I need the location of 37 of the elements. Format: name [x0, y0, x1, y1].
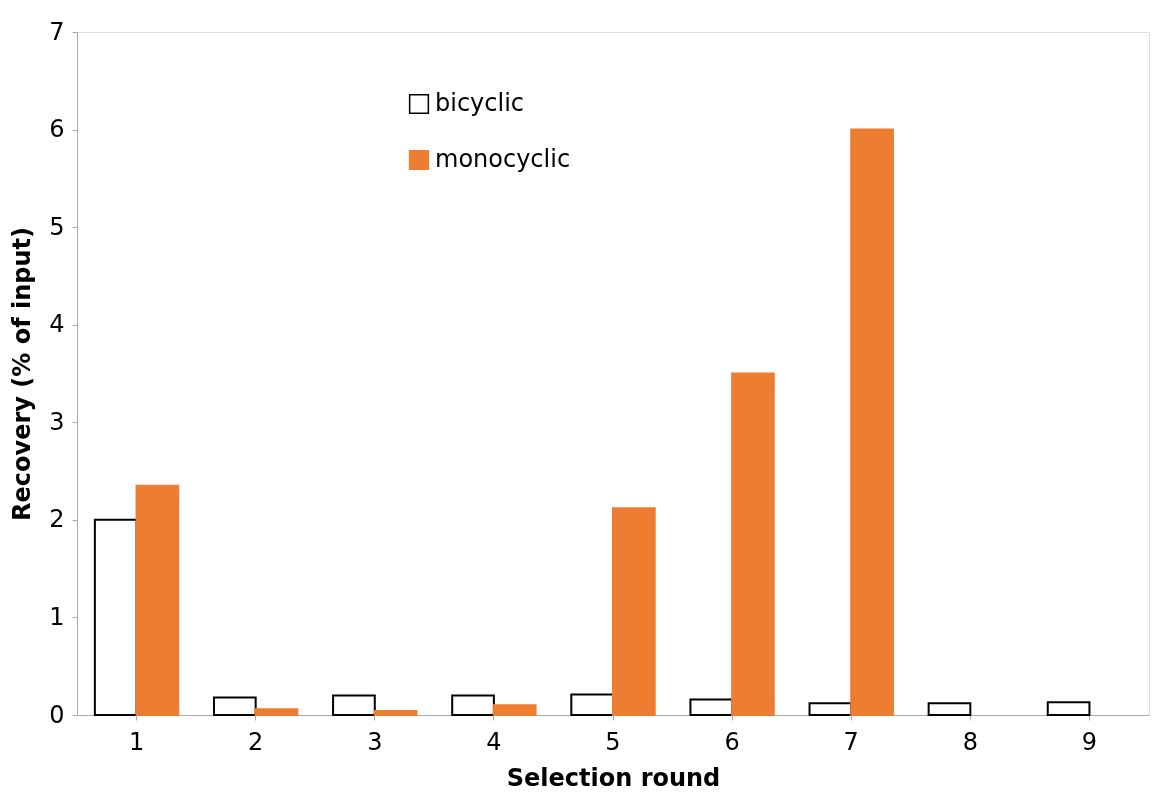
x-tick-label: 8	[962, 727, 978, 756]
x-axis-title: Selection round	[506, 763, 721, 792]
bar	[492, 704, 537, 716]
x-tick-label: 5	[605, 727, 621, 756]
x-tick-label: 9	[1081, 727, 1098, 756]
x-tick-label: 2	[248, 727, 264, 756]
legend-label: bicyclic	[435, 89, 525, 117]
x-tick-label: 3	[367, 727, 383, 756]
bar	[373, 710, 418, 716]
bar	[808, 702, 853, 716]
y-axis-title: Recovery (% of input)	[8, 227, 37, 521]
bar	[850, 128, 894, 716]
bar	[254, 708, 299, 716]
bar	[612, 507, 656, 716]
x-tick-label: 1	[128, 727, 145, 756]
bar	[135, 484, 180, 716]
legend-label: monocyclic	[435, 145, 571, 173]
y-tick-label: 2	[49, 505, 65, 534]
y-tick-label: 4	[49, 310, 65, 339]
y-tick-label: 1	[49, 602, 65, 631]
y-tick-label: 3	[49, 407, 65, 436]
y-tick-label: 6	[49, 115, 65, 144]
bar	[570, 693, 614, 716]
bar	[212, 696, 257, 716]
y-tick-label: 5	[49, 212, 65, 241]
bar	[332, 694, 376, 716]
x-tick-label: 7	[843, 727, 859, 756]
bar	[451, 694, 495, 716]
bar	[689, 698, 734, 716]
bar	[731, 372, 775, 716]
bar	[927, 702, 972, 716]
y-tick-label: 0	[49, 700, 65, 729]
bar	[1046, 701, 1091, 716]
x-tick-label: 4	[486, 727, 502, 756]
y-tick-label: 7	[49, 17, 65, 46]
x-tick-label: 6	[724, 727, 740, 756]
bar	[93, 518, 138, 716]
